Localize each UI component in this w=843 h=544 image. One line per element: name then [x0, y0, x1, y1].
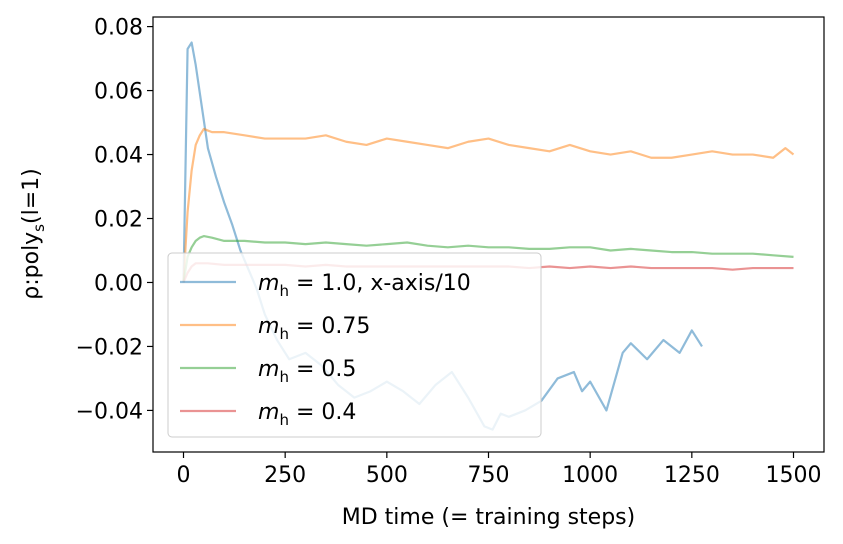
series-line-1 [182, 127, 795, 283]
legend-var: m [258, 357, 279, 382]
x-axis-label: MD time (= training steps) [342, 505, 635, 530]
y-axis-label-main: ρ:poly [19, 232, 44, 300]
legend-box [167, 252, 542, 438]
y-tick-label: 0.02 [94, 208, 143, 233]
legend-label-3: mh = 0.4 [258, 400, 356, 429]
y-tick-label: −0.02 [76, 335, 143, 360]
y-tick-label: 0.08 [94, 16, 143, 41]
x-tick-label: 1250 [664, 463, 720, 488]
legend-var: m [258, 271, 279, 296]
legend-sub: h [279, 282, 289, 300]
x-axis: 0 250 500 750 1000 1250 1500 [177, 452, 822, 488]
legend-rest: = 1.0, x-axis/10 [289, 271, 471, 296]
legend-var: m [258, 400, 279, 425]
legend-label-1: mh = 0.75 [258, 314, 370, 343]
y-tick-label: 0.04 [94, 144, 143, 169]
legend-sub: h [279, 368, 289, 386]
x-tick-label: 1000 [562, 463, 618, 488]
x-tick-label: 750 [468, 463, 510, 488]
legend-rest: = 0.75 [289, 314, 370, 339]
y-axis-label-tail: (l=1) [19, 168, 44, 224]
x-tick-label: 500 [366, 463, 408, 488]
x-tick-label: 250 [264, 463, 306, 488]
legend-sub: h [279, 411, 289, 429]
legend-var: m [258, 314, 279, 339]
x-tick-label: 0 [177, 463, 191, 488]
y-axis-label-sub: s [30, 224, 48, 232]
y-axis: −0.04 −0.02 0.00 0.02 0.04 0.06 0.08 [76, 16, 153, 424]
y-tick-label: −0.04 [76, 399, 143, 424]
legend-label-0: mh = 1.0, x-axis/10 [258, 271, 471, 300]
y-axis-label: ρ:polys(l=1) [19, 168, 48, 299]
series-line-2 [182, 235, 794, 283]
y-tick-label: 0.06 [94, 80, 143, 105]
legend-rest: = 0.5 [289, 357, 356, 382]
x-tick-label: 1500 [766, 463, 822, 488]
legend-sub: h [279, 325, 289, 343]
y-tick-label: 0.00 [94, 271, 143, 296]
legend-label-2: mh = 0.5 [258, 357, 356, 386]
legend-rest: = 0.4 [289, 400, 356, 425]
